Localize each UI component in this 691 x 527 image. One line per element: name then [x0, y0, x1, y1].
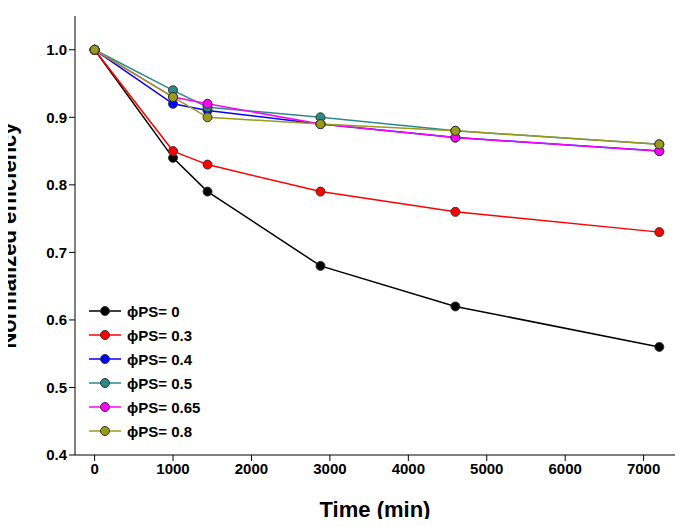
- svg-text:0.9: 0.9: [46, 109, 67, 126]
- svg-text:2000: 2000: [235, 460, 268, 477]
- svg-text:0.8: 0.8: [46, 176, 67, 193]
- svg-text:1000: 1000: [156, 460, 189, 477]
- svg-text:4000: 4000: [392, 460, 425, 477]
- html-text:ϕPS= 0.8: ϕPS= 0.8: [127, 422, 192, 440]
- svg-text:0.7: 0.7: [46, 244, 67, 261]
- svg-text:3000: 3000: [313, 460, 346, 477]
- svg-text:1.0: 1.0: [46, 41, 67, 58]
- html-text:ϕPS= 0.3: ϕPS= 0.3: [127, 326, 192, 344]
- html-text:ϕPS= 0: ϕPS= 0: [127, 302, 180, 320]
- svg-text:0.6: 0.6: [46, 311, 67, 328]
- html-text:ϕPS= 0.5: ϕPS= 0.5: [127, 374, 192, 392]
- html-text:ϕPS= 0.4: ϕPS= 0.4: [127, 350, 192, 368]
- html-text:ϕPS= 0.65: ϕPS= 0.65: [127, 398, 201, 416]
- svg-text:6000: 6000: [549, 460, 582, 477]
- svg-text:7000: 7000: [627, 460, 660, 477]
- svg-text:Normalized efficiency: Normalized efficiency: [8, 122, 21, 349]
- svg-text:0.4: 0.4: [46, 446, 68, 463]
- svg-text:Time (min): Time (min): [320, 497, 431, 519]
- svg-text:5000: 5000: [470, 460, 503, 477]
- svg-text:0: 0: [90, 460, 98, 477]
- svg-text:0.5: 0.5: [46, 379, 67, 396]
